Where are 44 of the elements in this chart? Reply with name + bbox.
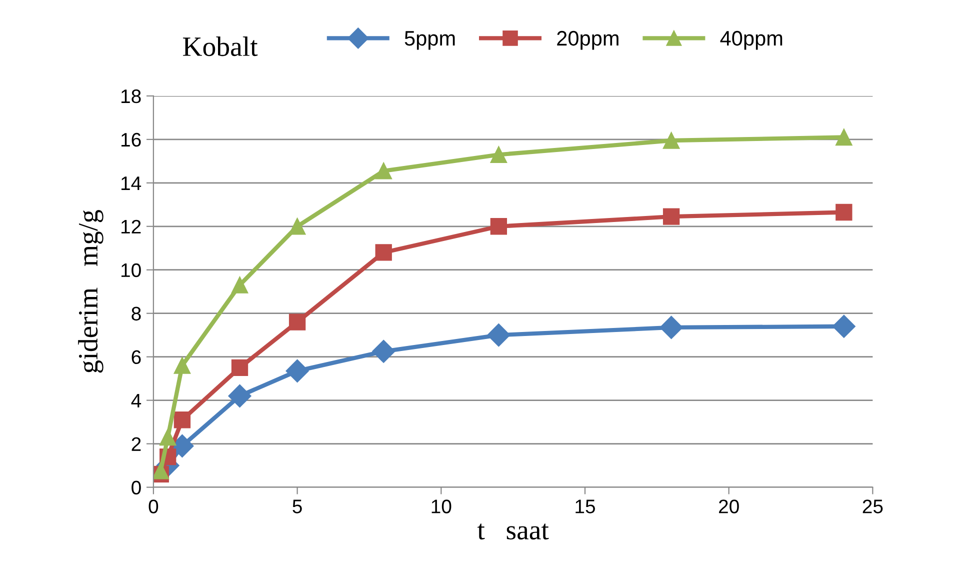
x-tick-label: 5 bbox=[292, 500, 302, 514]
point bbox=[836, 128, 852, 146]
legend-label: 20ppm bbox=[557, 30, 618, 50]
x-tick-label: 0 bbox=[148, 500, 158, 514]
point bbox=[174, 357, 191, 374]
point bbox=[490, 146, 508, 163]
y-tick-label: 8 bbox=[132, 306, 141, 321]
point bbox=[153, 462, 169, 480]
y-tick-label: 18 bbox=[121, 89, 141, 104]
point bbox=[372, 340, 396, 363]
point bbox=[662, 132, 680, 149]
y-tick-label: 14 bbox=[121, 176, 142, 190]
y-tick-label: 16 bbox=[121, 132, 141, 147]
legend-label: 40ppm bbox=[720, 30, 782, 50]
x-tick-label: 25 bbox=[862, 500, 883, 514]
y-axis-title: giderim mg/g bbox=[78, 210, 104, 373]
point bbox=[375, 244, 392, 261]
y-tick-label: 6 bbox=[132, 350, 141, 364]
x-tick-label: 15 bbox=[576, 500, 595, 514]
legend-label: 5ppm bbox=[404, 31, 455, 50]
chart-title: Kobalt bbox=[183, 36, 258, 56]
x-tick-label: 20 bbox=[719, 500, 739, 514]
point bbox=[288, 218, 306, 235]
y-tick-label: 2 bbox=[132, 437, 141, 451]
point bbox=[487, 324, 510, 347]
point bbox=[836, 204, 852, 221]
y-tick-label: 4 bbox=[131, 394, 142, 408]
point bbox=[662, 208, 680, 225]
point bbox=[231, 276, 248, 294]
y-tick-label: 0 bbox=[132, 480, 141, 494]
point bbox=[174, 412, 191, 428]
y-tick-label: 10 bbox=[121, 263, 141, 278]
point bbox=[375, 162, 392, 180]
point bbox=[288, 314, 306, 330]
x-tick-label: 10 bbox=[432, 500, 452, 514]
point bbox=[231, 359, 248, 376]
point bbox=[286, 359, 309, 382]
point bbox=[159, 428, 176, 446]
point bbox=[832, 314, 856, 338]
x-axis-title: t saat bbox=[477, 524, 549, 540]
point bbox=[228, 384, 252, 408]
point bbox=[490, 218, 508, 235]
y-tick-label: 12 bbox=[121, 220, 141, 234]
point bbox=[660, 316, 683, 339]
